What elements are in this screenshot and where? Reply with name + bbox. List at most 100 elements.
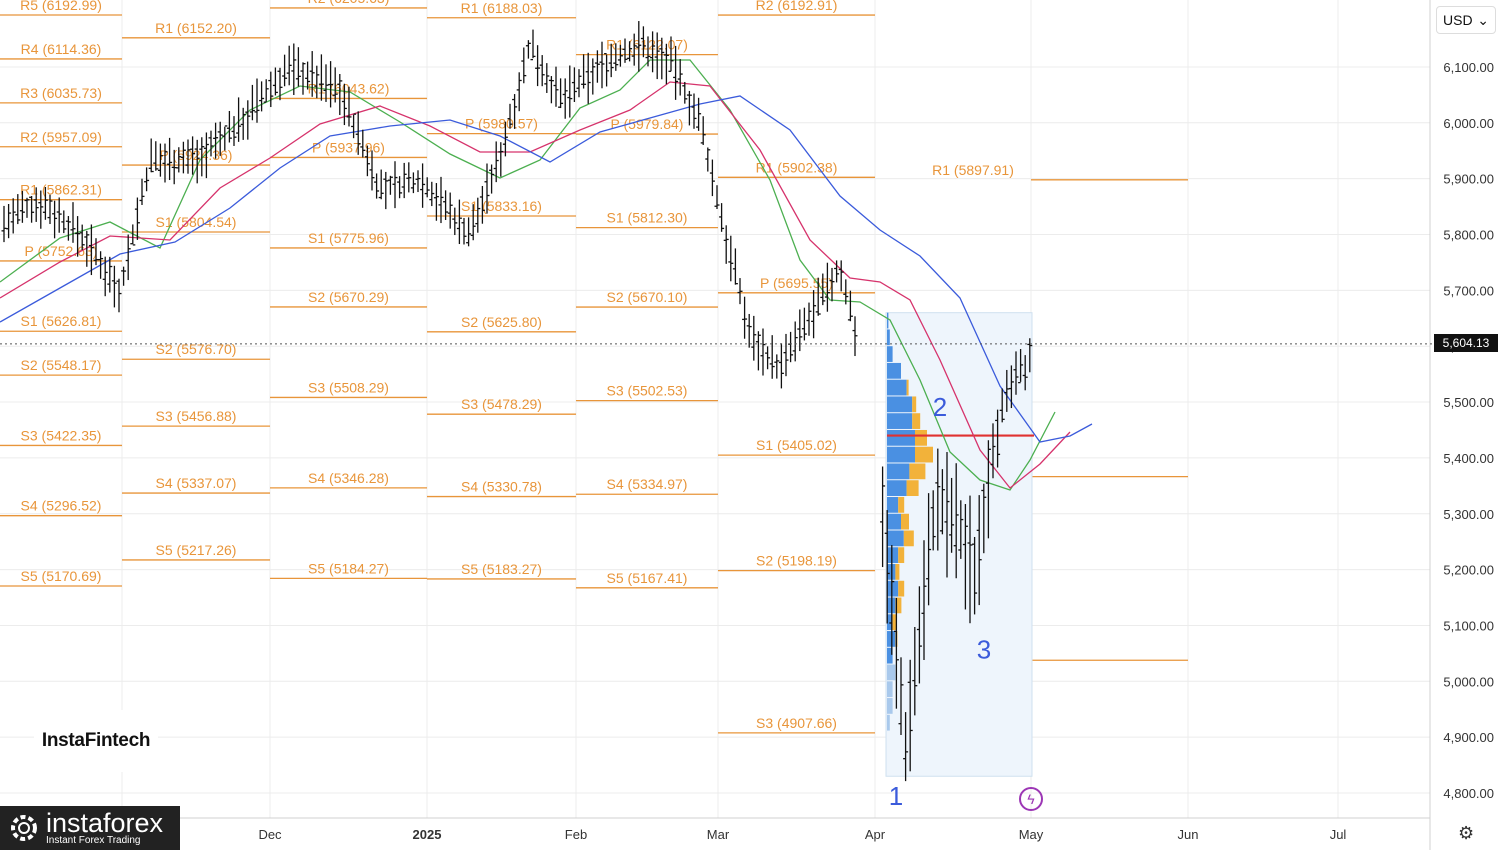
volume-profile-buy-bar [887, 547, 899, 564]
y-tick-label: 5,200.00 [1443, 563, 1494, 578]
brand-tagline: Instant Forex Trading [46, 835, 141, 846]
pivot-levels: R5 (6192.99) R4 (6114.36) R3 (6035.73) R2 (… [0, 0, 1188, 734]
pivot-label: S3 (5502.53) [607, 383, 688, 399]
chevron-down-icon: ⌄ [1477, 11, 1489, 28]
annotations: 1 2 3 [0, 343, 1432, 811]
x-tick-label: Jul [1330, 827, 1347, 842]
volume-profile-sell-bar [912, 413, 921, 429]
ma-red-line [0, 81, 1071, 489]
y-tick-label: 5,900.00 [1443, 172, 1494, 187]
pivot-label: S5 (5184.27) [308, 560, 389, 576]
y-tick-label: 5,400.00 [1443, 451, 1494, 466]
volume-profile-sell-bar [906, 379, 909, 396]
lightning-icon[interactable]: ϟ [1019, 787, 1043, 811]
wave-label: 1 [889, 781, 903, 811]
wave-label: 2 [933, 392, 947, 422]
pivot-label: R2 (6205.63) [308, 0, 390, 6]
pivot-label: P (5924.36) [160, 147, 233, 163]
pivot-label: P (5937.96) [312, 139, 385, 155]
volume-profile-buy-bar [887, 614, 893, 631]
pivot-label: S2 (5576.70) [156, 341, 237, 357]
volume-profile-buy-bar [887, 698, 893, 714]
currency-label: USD [1443, 12, 1473, 28]
volume-profile-buy-bar [887, 429, 915, 446]
pivot-label: R1 (6152.20) [155, 20, 237, 36]
volume-profile-buy-bar [887, 463, 910, 480]
pivot-label: S4 (5337.07) [156, 475, 237, 491]
axes: 4,800.00 4,900.00 5,000.00 5,100.00 5,200.00… [258, 60, 1494, 842]
pivot-label: S5 (5170.69) [21, 568, 102, 584]
volume-profile-buy-bar [887, 413, 913, 429]
pivot-label: P (5752.63) [25, 243, 98, 259]
pivot-label: R1 (5902.38) [756, 159, 838, 175]
volume-profile-sell-bar [895, 564, 900, 580]
volume-profile-sell-bar [906, 480, 919, 496]
volume-profile-buy-bar [887, 530, 904, 547]
pivot-label: P (5979.84) [611, 116, 684, 132]
pivot-label: S3 (5478.29) [461, 396, 542, 412]
volume-profile-sell-bar [898, 580, 905, 597]
volume-profile-buy-bar [887, 714, 890, 731]
pivot-label: S4 (5346.28) [308, 470, 389, 486]
gear-icon[interactable]: ⚙ [1458, 823, 1475, 843]
pivot-label: S1 (5812.30) [607, 210, 688, 226]
pivot-label: S2 (5548.17) [21, 357, 102, 373]
y-tick-label: 5,100.00 [1443, 618, 1494, 633]
volume-profile-buy-bar [887, 647, 893, 664]
wave-label: 3 [977, 635, 991, 665]
price-bars [1, 21, 1033, 782]
pivot-label: S3 (5422.35) [21, 427, 102, 443]
volume-profile-sell-bar [915, 446, 933, 463]
y-tick-label: 5,700.00 [1443, 283, 1494, 298]
pivot-label: S1 (5804.54) [156, 214, 237, 230]
volume-profile-sell-bar [898, 496, 905, 513]
pivot-label: P (5980.57) [465, 116, 538, 132]
pivot-label: R3 (6035.73) [20, 85, 102, 101]
instaforex-logo: instaforex Instant Forex Trading [0, 806, 180, 850]
volume-profile-buy-bar [887, 346, 893, 362]
pivot-label: S4 (5330.78) [461, 479, 542, 495]
pivot-label: R4 (6114.36) [21, 41, 102, 57]
pivot-label: S4 (5296.52) [21, 498, 102, 514]
pivot-label: S1 (5833.16) [461, 198, 542, 214]
volume-profile-buy-bar [887, 580, 899, 597]
instafintech-logo: InstaFintech [34, 710, 158, 772]
pivot-label: R2 (5957.09) [20, 129, 102, 145]
y-tick-label: 5,300.00 [1443, 507, 1494, 522]
y-tick-label: 5,800.00 [1443, 228, 1494, 243]
pivot-label: S2 (5670.10) [607, 289, 688, 305]
x-tick-label: Dec [258, 827, 282, 842]
currency-selector[interactable]: USD ⌄ [1436, 6, 1496, 34]
pivot-label: S4 (5334.97) [607, 476, 688, 492]
pivot-label: R5 (6192.99) [20, 0, 102, 13]
y-tick-label: 5,000.00 [1443, 674, 1494, 689]
pivot-label: S2 (5670.29) [308, 289, 389, 305]
pivot-label: S5 (5183.27) [461, 561, 542, 577]
volume-profile-buy-bar [887, 513, 901, 530]
volume-profile-buy-bar [887, 312, 889, 329]
brand-name: instaforex [46, 808, 164, 838]
pivot-label: R2 (6192.91) [756, 0, 838, 13]
ma-blue-line [0, 95, 1093, 443]
y-tick-label: 5,500.00 [1443, 395, 1494, 410]
pivot-label: S1 (5405.02) [756, 437, 837, 453]
last-price-tag: 5,604.13 [1434, 334, 1498, 352]
volume-profile-sell-bar [915, 429, 927, 446]
volume-profile-buy-bar [887, 329, 890, 346]
pivot-label: R1 (6122.07) [606, 37, 688, 53]
pivot-label: S5 (5167.41) [607, 570, 688, 586]
pivot-label: S1 (5775.96) [308, 230, 389, 246]
x-tick-label: 2025 [413, 827, 442, 842]
pivot-label: S3 (4907.66) [756, 715, 837, 731]
volume-profile-sell-bar [903, 530, 914, 547]
volume-profile-buy-bar [887, 496, 899, 513]
y-tick-label: 4,800.00 [1443, 786, 1494, 801]
volume-profile-buy-bar [887, 446, 915, 463]
volume-profile-buy-bar [887, 379, 907, 396]
x-tick-label: May [1019, 827, 1044, 842]
volume-profile-buy-bar [887, 396, 913, 413]
pivot-label: S1 (5626.81) [21, 313, 102, 329]
volume-profile-sell-bar [895, 597, 902, 614]
pivot-label: R1 (5897.91) [932, 162, 1014, 178]
